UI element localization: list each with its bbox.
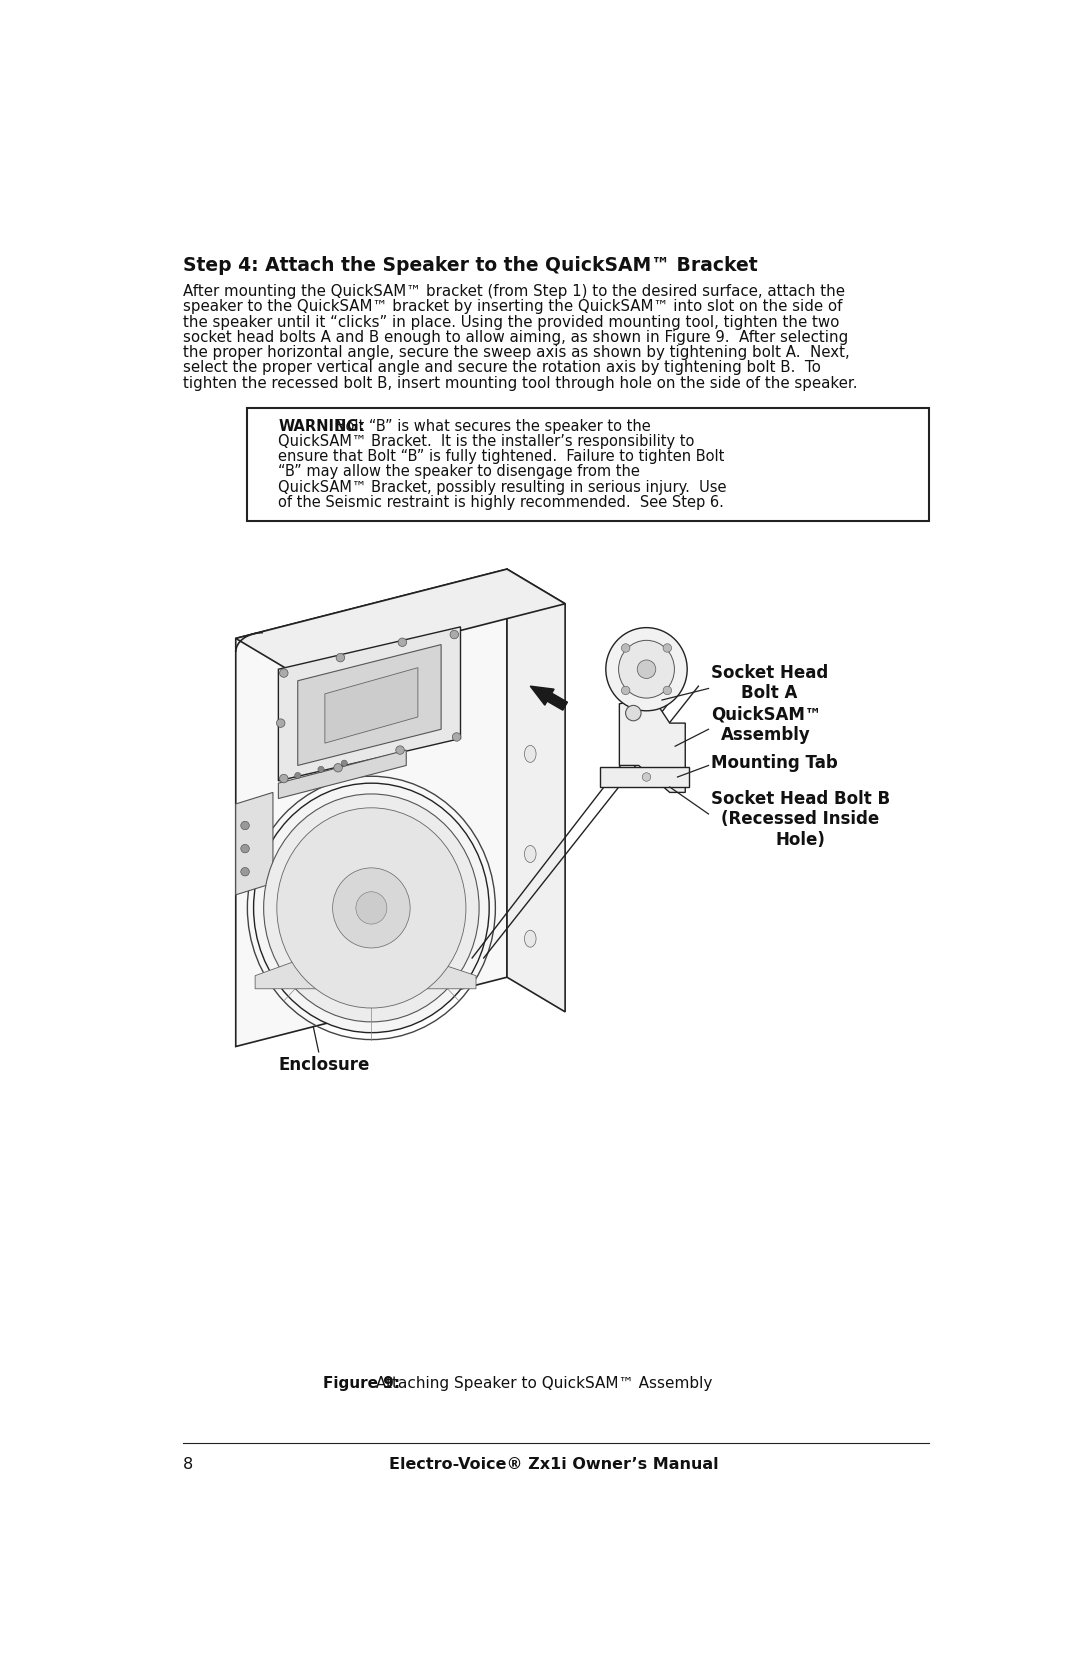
Text: QuickSAM™ Bracket, possibly resulting in serious injury.  Use: QuickSAM™ Bracket, possibly resulting in… [279, 479, 727, 494]
Circle shape [341, 759, 348, 766]
Text: the speaker until it “clicks” in place. Using the provided mounting tool, tighte: the speaker until it “clicks” in place. … [183, 315, 839, 330]
Circle shape [395, 746, 404, 754]
Text: Socket Head Bolt B
(Recessed Inside
Hole): Socket Head Bolt B (Recessed Inside Hole… [711, 789, 890, 850]
Circle shape [280, 669, 288, 678]
Circle shape [450, 631, 459, 639]
Polygon shape [298, 644, 441, 766]
Text: select the proper vertical angle and secure the rotation axis by tightening bolt: select the proper vertical angle and sec… [183, 361, 821, 376]
Text: Mounting Tab: Mounting Tab [711, 754, 838, 773]
Circle shape [663, 644, 672, 653]
Ellipse shape [525, 846, 536, 863]
Circle shape [276, 719, 285, 728]
Circle shape [334, 763, 342, 773]
Circle shape [453, 733, 461, 741]
Polygon shape [600, 768, 689, 788]
Circle shape [336, 654, 345, 663]
Circle shape [241, 868, 249, 876]
Polygon shape [507, 569, 565, 1011]
Ellipse shape [264, 794, 480, 1021]
Circle shape [663, 686, 672, 694]
Polygon shape [279, 749, 406, 798]
Circle shape [625, 706, 642, 721]
Text: Step 4: Attach the Speaker to the QuickSAM™ Bracket: Step 4: Attach the Speaker to the QuickS… [183, 257, 758, 275]
Text: ensure that Bolt “B” is fully tightened.  Failure to tighten Bolt: ensure that Bolt “B” is fully tightened.… [279, 449, 725, 464]
Circle shape [318, 766, 324, 773]
Ellipse shape [276, 808, 465, 1008]
Ellipse shape [254, 783, 489, 1033]
Circle shape [280, 774, 288, 783]
Text: QuickSAM™
Assembly: QuickSAM™ Assembly [711, 706, 821, 744]
Circle shape [295, 773, 301, 778]
Circle shape [621, 686, 630, 694]
Polygon shape [235, 569, 507, 1046]
Text: Socket Head
Bolt A: Socket Head Bolt A [711, 664, 828, 703]
Text: Enclosure: Enclosure [279, 1056, 369, 1073]
Text: the proper horizontal angle, secure the sweep axis as shown by tightening bolt A: the proper horizontal angle, secure the … [183, 345, 850, 361]
Bar [247, 407, 930, 521]
Circle shape [241, 821, 249, 829]
Text: Bolt “B” is what secures the speaker to the: Bolt “B” is what secures the speaker to … [332, 419, 651, 434]
Text: speaker to the QuickSAM™ bracket by inserting the QuickSAM™ into slot on the sid: speaker to the QuickSAM™ bracket by inse… [183, 299, 842, 314]
Text: of the Seismic restraint is highly recommended.  See Step 6.: of the Seismic restraint is highly recom… [279, 496, 725, 511]
Ellipse shape [525, 746, 536, 763]
Text: tighten the recessed bolt B, insert mounting tool through hole on the side of th: tighten the recessed bolt B, insert moun… [183, 376, 858, 391]
Text: Electro-Voice® Zx1i Owner’s Manual: Electro-Voice® Zx1i Owner’s Manual [389, 1457, 718, 1472]
Text: After mounting the QuickSAM™ bracket (from Step 1) to the desired surface, attac: After mounting the QuickSAM™ bracket (fr… [183, 284, 845, 299]
Circle shape [399, 638, 407, 646]
Polygon shape [530, 686, 567, 711]
Ellipse shape [356, 891, 387, 925]
Text: WARNING:: WARNING: [279, 419, 365, 434]
Ellipse shape [619, 641, 674, 698]
Polygon shape [235, 793, 273, 895]
Polygon shape [325, 668, 418, 743]
Text: Attaching Speaker to QuickSAM™ Assembly: Attaching Speaker to QuickSAM™ Assembly [370, 1375, 712, 1390]
Ellipse shape [525, 930, 536, 948]
Text: socket head bolts A and B enough to allow aiming, as shown in Figure 9.  After s: socket head bolts A and B enough to allo… [183, 330, 848, 345]
Polygon shape [279, 628, 460, 781]
Polygon shape [619, 696, 685, 793]
Polygon shape [235, 569, 565, 673]
Polygon shape [255, 960, 476, 988]
Text: “B” may allow the speaker to disengage from the: “B” may allow the speaker to disengage f… [279, 464, 640, 479]
Circle shape [637, 659, 656, 679]
Circle shape [643, 773, 651, 781]
Circle shape [621, 644, 630, 653]
Circle shape [241, 845, 249, 853]
Ellipse shape [333, 868, 410, 948]
Text: 8: 8 [183, 1457, 193, 1472]
Text: Figure 9:: Figure 9: [323, 1375, 400, 1390]
Ellipse shape [606, 628, 687, 711]
Text: QuickSAM™ Bracket.  It is the installer’s responsibility to: QuickSAM™ Bracket. It is the installer’s… [279, 434, 694, 449]
